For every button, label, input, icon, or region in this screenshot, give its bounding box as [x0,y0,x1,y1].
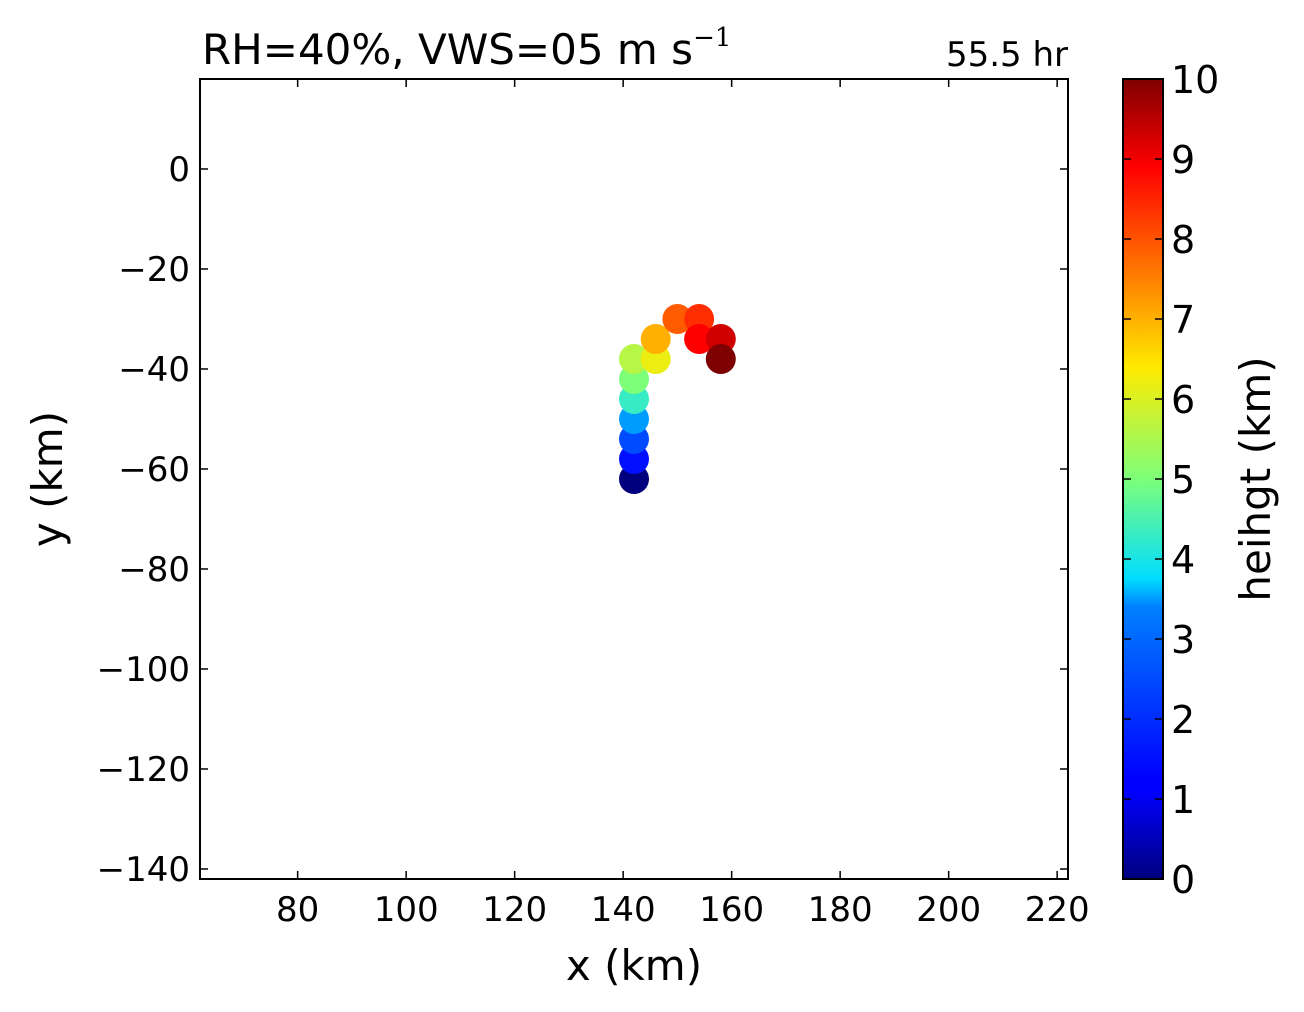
x-tick-label: 80 [276,890,319,930]
y-tick-label: 0 [168,150,190,190]
colorbar-tick-label: 10 [1171,58,1219,102]
y-tick-label: −100 [97,650,190,690]
x-axis-ticks: 80 100 120 140 160 180 200 220 [276,79,1090,930]
colorbar-tick-label: 0 [1171,858,1195,902]
data-points [619,304,736,494]
chart-title-main: RH=40%, VWS=05 m s [202,25,693,74]
data-point [684,324,715,354]
y-tick-label: −140 [97,850,190,890]
colorbar-tick-label: 3 [1171,618,1195,662]
x-tick-label: 120 [482,890,547,930]
colorbar-ticks: 0 1 2 3 4 5 6 7 8 9 10 [1123,58,1219,902]
colorbar-tick-label: 8 [1171,218,1195,262]
x-tick-label: 220 [1025,890,1090,930]
x-tick-label: 200 [916,890,981,930]
x-tick-label: 160 [699,890,764,930]
data-point [662,304,693,334]
colorbar-tick-label: 5 [1171,458,1195,502]
x-tick-label: 100 [374,890,439,930]
y-tick-label: −120 [97,750,190,790]
x-tick-label: 140 [591,890,656,930]
x-axis-label: x (km) [566,941,702,990]
y-tick-label: −80 [118,550,190,590]
time-label: 55.5 hr [946,35,1068,75]
colorbar-tick-label: 1 [1171,778,1195,822]
colorbar-tick-label: 2 [1171,698,1195,742]
y-tick-label: −40 [118,350,190,390]
chart-title-superscript: −1 [693,23,731,53]
colorbar-tick-label: 7 [1171,298,1195,342]
colorbar-label: heihgt (km) [1231,356,1280,601]
chart-title: RH=40%, VWS=05 m s−1 [202,23,731,74]
data-point [640,324,671,354]
y-axis-ticks: 0 −20 −40 −60 −80 −100 −120 −140 [97,150,1068,890]
data-point [619,344,649,374]
data-point [705,344,736,374]
colorbar-tick-label: 6 [1171,378,1195,422]
y-axis-label: y (km) [23,411,72,547]
colorbar-tick-label: 4 [1171,538,1195,582]
y-tick-label: −20 [118,250,190,290]
y-tick-label: −60 [118,450,190,490]
colorbar-tick-label: 9 [1171,138,1195,182]
x-tick-label: 180 [808,890,873,930]
